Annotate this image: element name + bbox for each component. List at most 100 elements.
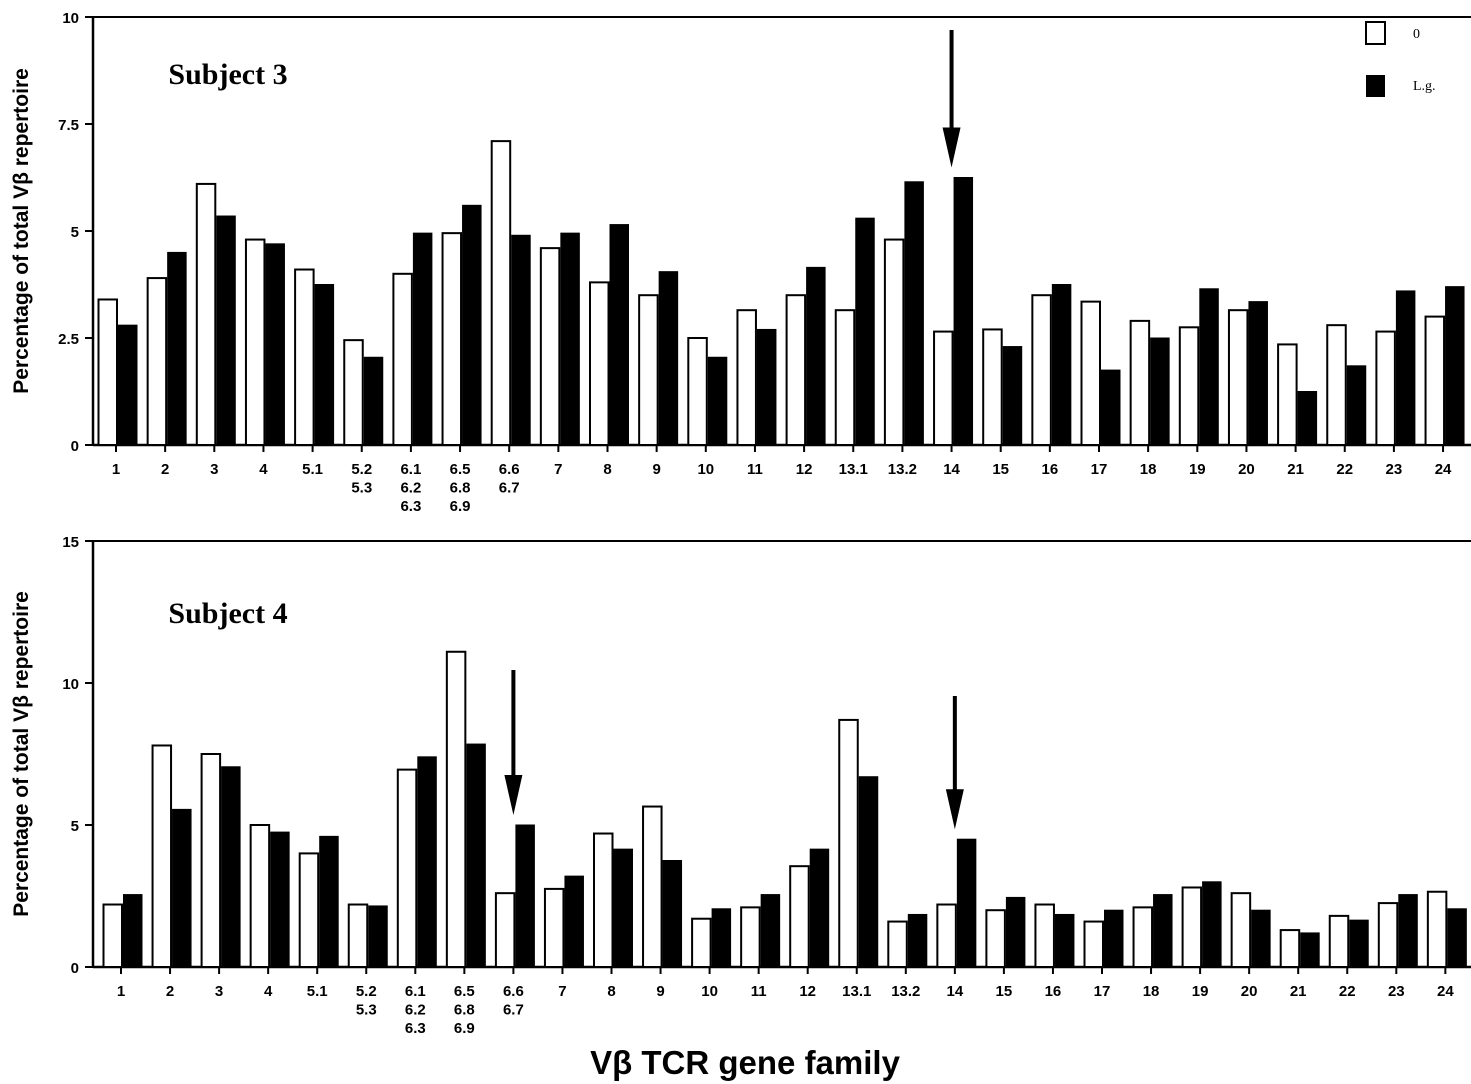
x-tick-label: 5.2 5.3 [351, 461, 372, 497]
bar-lg-4 [319, 835, 339, 968]
bar-lg-14 [806, 266, 826, 446]
x-tick-label: 2 [166, 983, 174, 1000]
arrow-head [504, 775, 523, 815]
bar-0-3 [249, 824, 271, 968]
bar-0-0 [97, 298, 118, 447]
bar-0-24 [1279, 929, 1301, 969]
bar-lg-20 [1104, 909, 1124, 968]
bar-lg-18 [1005, 896, 1026, 968]
x-tick-label: 3 [215, 983, 223, 1000]
bar-lg-24 [1297, 391, 1318, 446]
bar-0-2 [195, 182, 217, 446]
y-tick-label: 5 [71, 224, 79, 241]
x-tick-label: 22 [1336, 461, 1353, 478]
bar-lg-8 [515, 824, 535, 968]
bar-0-13 [736, 309, 757, 446]
x-tick-label: 2 [161, 461, 169, 478]
bar-0-16 [883, 238, 905, 446]
x-tick-label: 1 [117, 983, 125, 1000]
x-tick-label: 14 [943, 461, 960, 478]
x-tick-label: 6.5 6.8 6.9 [454, 983, 475, 1037]
bar-lg-12 [707, 356, 728, 446]
bar-0-22 [1181, 886, 1203, 968]
y-tick-label: 2.5 [58, 331, 79, 348]
bar-0-25 [1326, 324, 1347, 446]
bar-lg-21 [1153, 894, 1173, 968]
bar-0-20 [1083, 920, 1104, 968]
x-tick-label: 23 [1388, 983, 1405, 1000]
bar-0-3 [244, 238, 266, 446]
x-tick-label: 19 [1192, 983, 1209, 1000]
bar-0-8 [490, 140, 512, 446]
bar-0-15 [838, 718, 859, 968]
bar-0-27 [1426, 890, 1448, 968]
bar-0-7 [445, 650, 467, 968]
bar-lg-13 [756, 328, 777, 446]
bar-lg-22 [1199, 288, 1219, 446]
bar-lg-21 [1150, 337, 1170, 446]
legend-swatch-lg [1366, 75, 1385, 97]
x-tick-label: 10 [697, 461, 714, 478]
bar-0-1 [146, 277, 168, 446]
bar-lg-6 [417, 756, 437, 968]
legend-swatch-0 [1365, 21, 1386, 45]
x-tick-label: 13.1 [839, 461, 868, 478]
bar-lg-18 [1002, 346, 1023, 446]
x-tick-label: 16 [1045, 983, 1062, 1000]
x-tick-label: 3 [210, 461, 218, 478]
x-tick-label: 7 [554, 461, 562, 478]
bar-0-21 [1132, 906, 1154, 968]
x-tick-label: 4 [264, 983, 273, 1000]
arrow-head [942, 127, 961, 168]
bar-lg-0 [118, 324, 138, 446]
y-tick-label: 10 [62, 10, 79, 27]
x-tick-label: 7 [558, 983, 566, 1000]
bar-lg-11 [658, 271, 679, 446]
bar-lg-4 [314, 284, 335, 446]
bar-0-16 [887, 920, 908, 968]
y-tick-label: 0 [71, 960, 79, 977]
bar-0-17 [933, 330, 954, 446]
x-tick-label: 17 [1091, 461, 1108, 478]
y-axis-title: Percentage of total Vβ repertoire [10, 591, 33, 917]
bar-lg-12 [711, 908, 732, 968]
y-tick-label: 7.5 [58, 117, 79, 134]
bar-lg-27 [1445, 286, 1465, 446]
x-tick-label: 11 [751, 983, 767, 1000]
bar-0-25 [1328, 914, 1350, 969]
x-tick-label: 15 [992, 461, 1009, 478]
bar-0-17 [936, 903, 957, 969]
bar-0-15 [834, 309, 856, 446]
x-tick-label: 6.1 6.2 6.3 [400, 461, 421, 515]
bar-0-8 [494, 892, 516, 968]
bar-0-14 [785, 294, 807, 447]
x-tick-label: 23 [1386, 461, 1403, 478]
bar-0-20 [1080, 300, 1101, 446]
bar-lg-5 [368, 905, 388, 968]
bar-0-11 [638, 294, 659, 447]
bar-lg-17 [953, 177, 974, 446]
legend-label-lg: L.g. [1413, 79, 1436, 94]
x-tick-label: 13.1 [842, 983, 871, 1000]
bar-lg-2 [221, 766, 241, 968]
bar-0-19 [1031, 294, 1052, 447]
legend-label-0: 0 [1413, 27, 1420, 42]
x-tick-label: 5.2 5.3 [356, 983, 377, 1019]
x-tick-label: 13.2 [888, 461, 917, 478]
bar-0-5 [347, 903, 369, 969]
x-tick-label: 24 [1437, 983, 1454, 1000]
x-tick-label: 5.1 [302, 461, 323, 478]
bar-lg-14 [809, 848, 830, 968]
x-tick-label: 21 [1287, 461, 1304, 478]
bar-lg-19 [1051, 284, 1072, 446]
y-tick-label: 5 [71, 818, 79, 835]
x-tick-label: 20 [1241, 983, 1258, 1000]
bar-lg-17 [956, 838, 977, 968]
bar-lg-13 [760, 894, 781, 968]
bar-0-9 [543, 887, 565, 969]
x-tick-label: 22 [1339, 983, 1356, 1000]
x-tick-label: 12 [796, 461, 813, 478]
x-tick-label: 9 [652, 461, 660, 478]
panel-title: Subject 4 [168, 597, 287, 630]
x-tick-label: 19 [1189, 461, 1206, 478]
